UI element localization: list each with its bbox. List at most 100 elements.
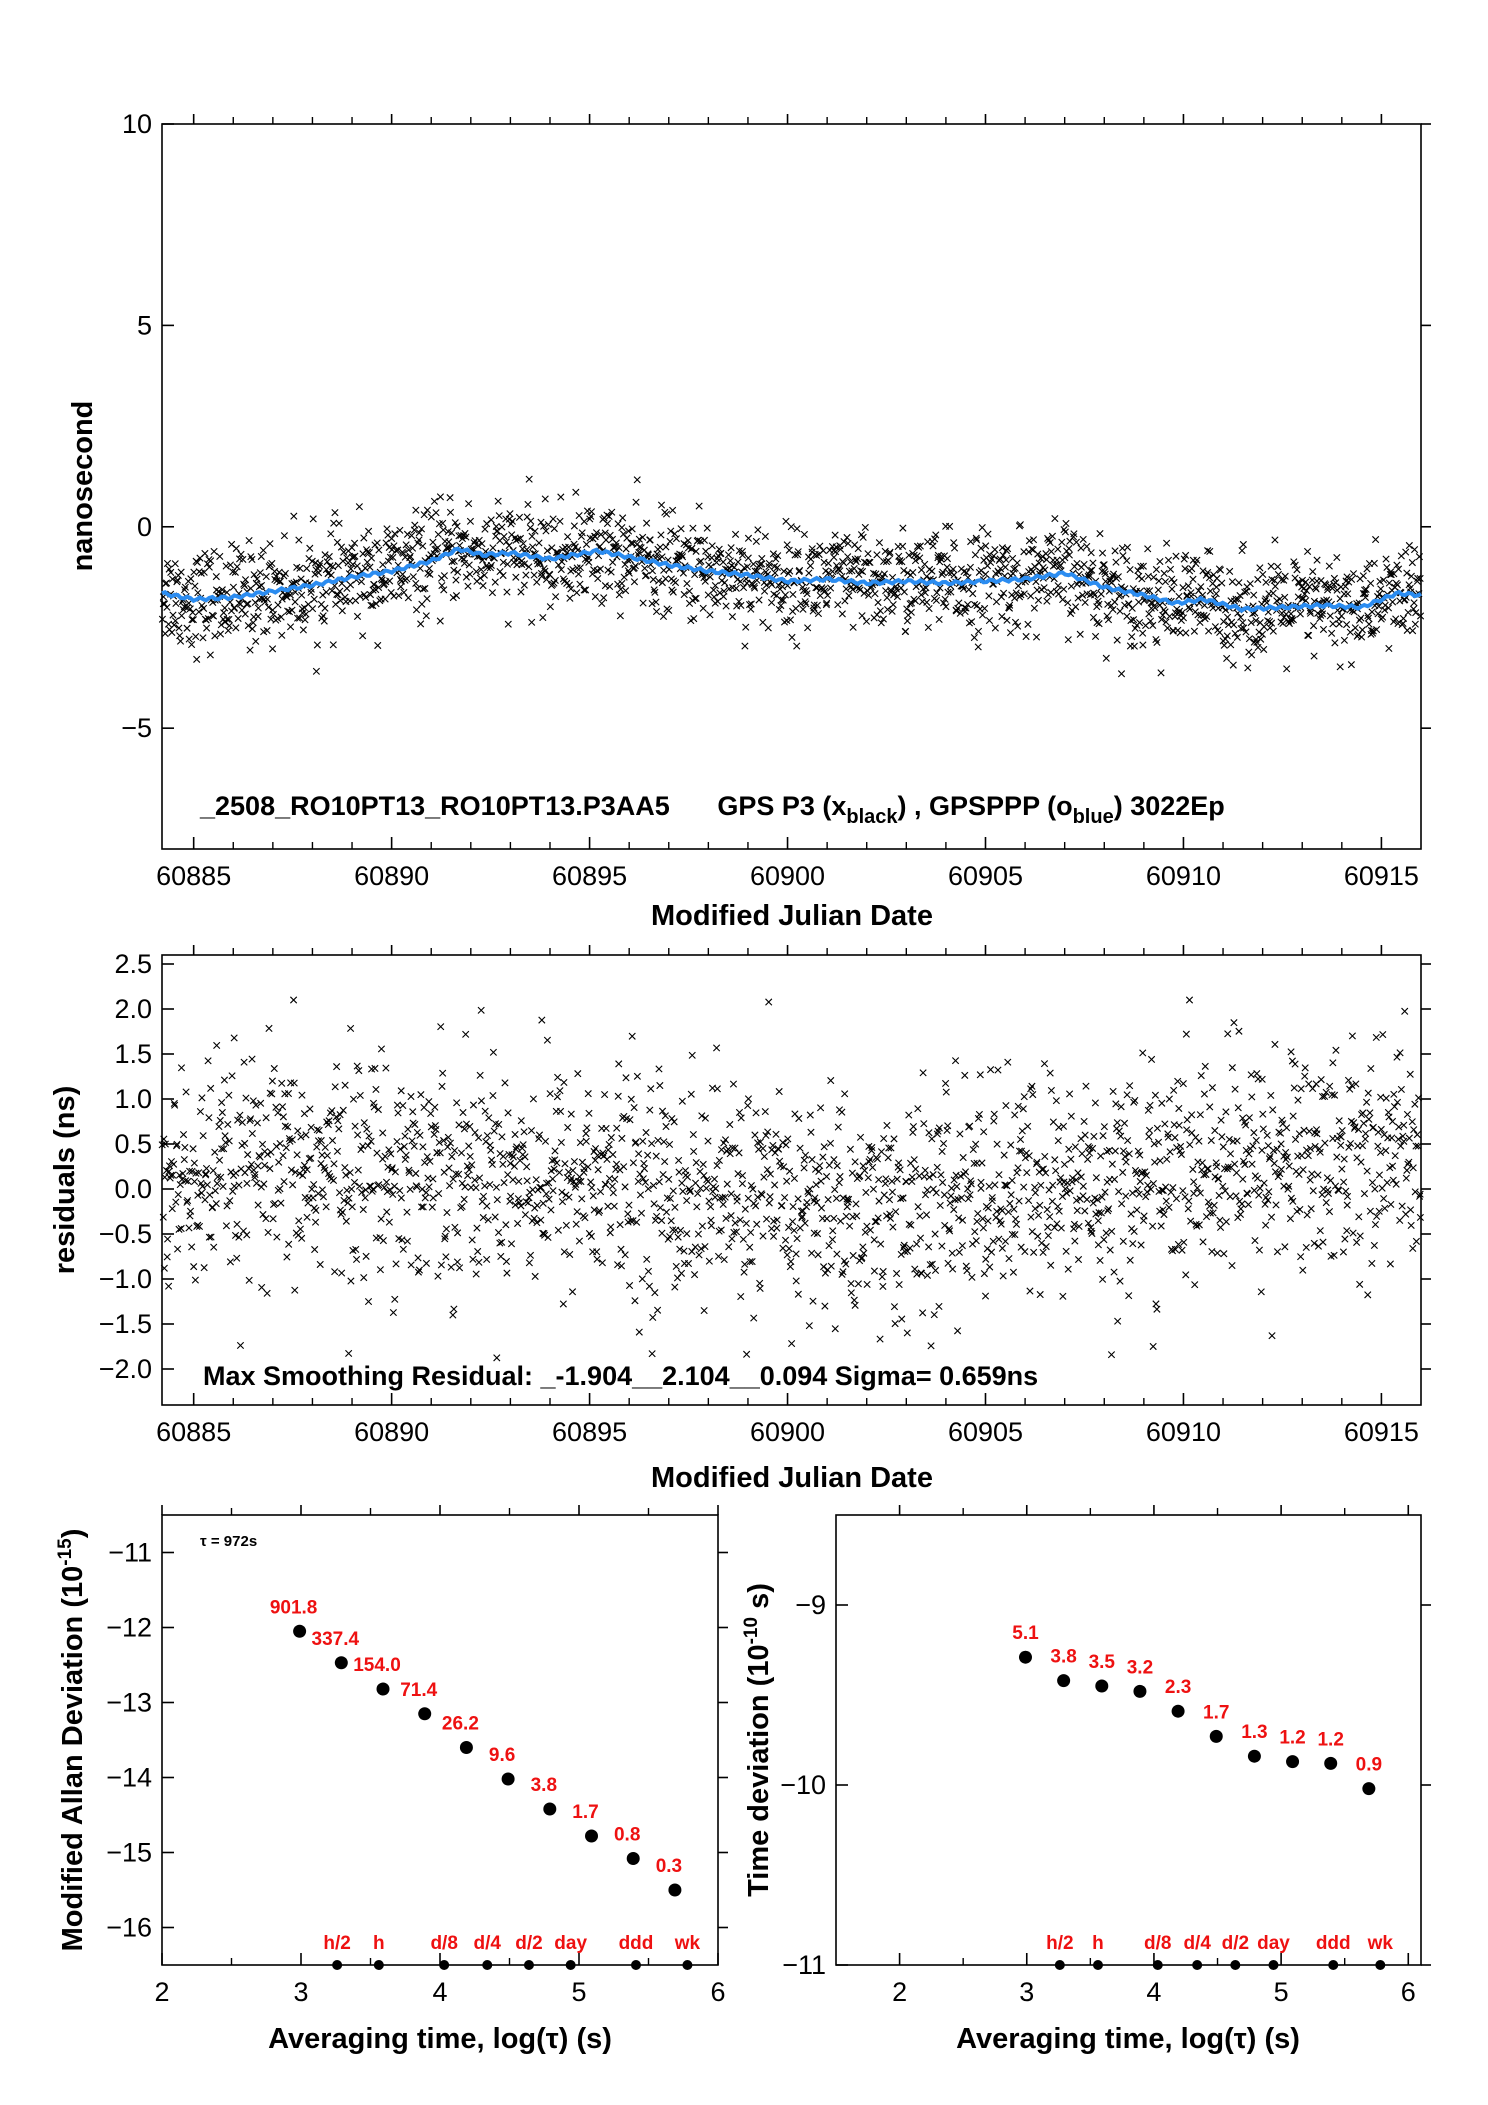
residual-point	[1344, 1076, 1353, 1084]
y-tick-label: 5	[137, 310, 152, 340]
residual-point	[930, 1311, 938, 1319]
residual-point	[298, 1091, 306, 1099]
residual-point	[547, 1206, 555, 1214]
phase-point	[802, 600, 810, 608]
phase-point	[1185, 603, 1193, 611]
residual-point	[466, 1122, 474, 1131]
phase-point	[1189, 575, 1197, 583]
x-tick-label: 60885	[156, 1417, 231, 1447]
residual-point	[1161, 1120, 1169, 1128]
residual-point	[1381, 1204, 1389, 1212]
phase-point	[556, 517, 564, 525]
phase-point	[731, 530, 740, 538]
residual-point	[300, 1110, 309, 1118]
residual-point	[1356, 1232, 1364, 1240]
x-tick-label: 60890	[354, 1417, 429, 1447]
residual-point	[226, 1258, 235, 1266]
residual-point	[1024, 1122, 1032, 1130]
phase-point	[1248, 651, 1256, 659]
residual-point	[280, 1178, 288, 1186]
phase-point	[1168, 585, 1176, 593]
phase-point	[425, 564, 433, 573]
residual-point	[427, 1109, 435, 1118]
phase-point	[880, 570, 888, 578]
phase-point	[1022, 632, 1030, 641]
residual-point	[1178, 1246, 1186, 1254]
residual-point	[917, 1269, 926, 1278]
phase-point	[542, 575, 551, 583]
phase-point	[408, 531, 416, 540]
residual-point	[182, 1088, 190, 1096]
residual-point	[287, 1166, 296, 1174]
residual-point	[180, 1156, 188, 1164]
phase-point	[263, 595, 271, 603]
residual-point	[377, 1045, 386, 1053]
residual-point	[246, 1115, 255, 1123]
residual-point	[1283, 1153, 1291, 1161]
phase-point	[905, 551, 913, 559]
residual-point	[415, 1266, 424, 1274]
residual-point	[496, 1239, 504, 1247]
residual-point	[746, 1243, 754, 1251]
phase-point	[1111, 598, 1119, 606]
phase-point	[160, 600, 169, 608]
residual-point	[1079, 1182, 1087, 1190]
phase-point	[276, 577, 284, 585]
phase-point	[692, 594, 700, 602]
phase-point	[1119, 552, 1127, 560]
phase-point	[1384, 604, 1393, 612]
y-tick-label: −13	[106, 1688, 152, 1718]
phase-point	[1070, 530, 1078, 538]
residual-point	[261, 1161, 269, 1169]
residual-point	[1080, 1117, 1088, 1126]
phase-point	[1298, 595, 1306, 603]
residual-point	[466, 1152, 474, 1161]
residual-point	[1001, 1181, 1009, 1189]
phase-point	[1150, 573, 1158, 581]
phase-point	[1160, 606, 1168, 614]
residual-point	[926, 1261, 934, 1269]
phase-point	[806, 562, 814, 570]
phase-point	[1027, 592, 1035, 600]
residual-point	[1031, 1189, 1039, 1197]
phase-point	[443, 544, 451, 552]
residual-point	[322, 1203, 330, 1211]
phase-point	[933, 589, 941, 597]
residual-point	[804, 1189, 813, 1198]
residual-point	[448, 1153, 456, 1161]
residual-point	[1331, 1182, 1340, 1190]
residual-point	[1084, 1219, 1092, 1227]
residual-point	[263, 1289, 271, 1297]
residual-point	[790, 1226, 798, 1235]
residual-point	[383, 1208, 391, 1216]
time-deviation-panel: 2 3 4 5 6−9−10−11 5.13.8 3.5 3.22.31.71.3 1.2 1.…	[741, 1505, 1431, 2055]
phase-point	[1047, 588, 1055, 596]
residual-point	[861, 1228, 869, 1236]
residual-point	[1190, 1189, 1198, 1197]
residual-point	[235, 1181, 243, 1189]
residual-point	[289, 996, 298, 1004]
residual-point	[1346, 1139, 1355, 1148]
phase-point	[314, 569, 323, 577]
phase-point	[232, 544, 240, 553]
phase-point	[1247, 618, 1255, 627]
residual-point	[888, 1177, 896, 1185]
phase-point	[1088, 566, 1096, 574]
residual-point	[488, 1160, 496, 1169]
residual-point	[389, 1190, 397, 1199]
residual-point	[722, 1214, 730, 1222]
residual-point	[393, 1138, 401, 1146]
residual-point	[401, 1155, 409, 1164]
residual-point	[523, 1163, 531, 1171]
phase-point	[799, 605, 807, 613]
residual-point	[748, 1257, 756, 1266]
residual-point	[986, 1066, 995, 1074]
residual-point	[413, 1183, 421, 1191]
phase-point	[422, 612, 430, 620]
residual-point	[453, 1258, 462, 1266]
phase-point	[967, 538, 975, 546]
residual-point	[1039, 1248, 1047, 1256]
residual-point	[675, 1168, 683, 1176]
x-tick-label: 5	[571, 1977, 586, 2007]
residual-point	[537, 1183, 545, 1192]
